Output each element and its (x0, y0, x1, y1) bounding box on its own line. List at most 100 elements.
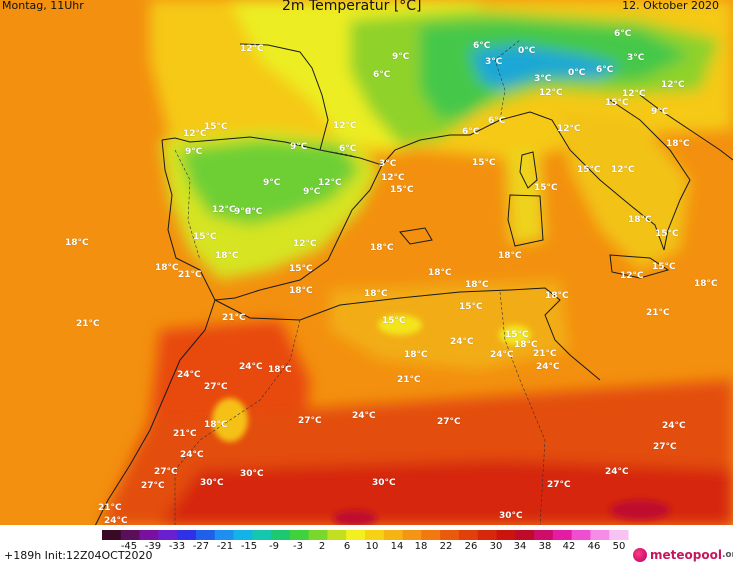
temp-label: 15°C (204, 122, 228, 132)
brand-logo[interactable]: meteopool .org (633, 546, 733, 564)
legend-swatch (402, 530, 422, 540)
temp-label: 6°C (614, 29, 632, 39)
temp-label: 18°C (65, 238, 89, 248)
temp-label: 15°C (605, 98, 629, 108)
legend-swatch (214, 530, 234, 540)
temp-label: 6°C (488, 116, 506, 126)
tunis-cool-spot (499, 325, 531, 345)
temp-label: 12°C (620, 271, 644, 281)
legend-swatch (327, 530, 347, 540)
north-africa-coast-area (330, 280, 570, 370)
temp-label: 9°C (234, 207, 252, 217)
brand-name: meteopool (650, 548, 722, 562)
temp-label: 21°C (397, 375, 421, 385)
temp-label: 21°C (178, 270, 202, 280)
legend-tick: 14 (390, 541, 404, 552)
temp-label: 18°C (628, 215, 652, 225)
temp-label: 0°C (568, 68, 586, 78)
model-run-info: +189h Init:12Z04OCT2020 (4, 549, 153, 562)
temp-label: 9°C (651, 107, 669, 117)
temp-label: 18°C (498, 251, 522, 261)
legend-swatch (477, 530, 497, 540)
legend-swatch (458, 530, 479, 540)
temp-label: 3°C (534, 74, 552, 84)
temp-label: 15°C (390, 185, 414, 195)
border-spain-france (319, 149, 383, 166)
legend-swatch (515, 530, 535, 540)
legend-tick: 30 (489, 541, 503, 552)
temp-label: 18°C (694, 279, 718, 289)
legend-tick: -3 (293, 541, 303, 552)
temp-label: 6°C (462, 127, 480, 137)
temp-label: 12°C (539, 88, 563, 98)
legend-tick: 22 (439, 541, 453, 552)
legend-tick: -21 (216, 541, 234, 552)
temp-label: 15°C (534, 183, 558, 193)
legend-tick: -9 (269, 541, 279, 552)
borders (174, 39, 546, 527)
temp-label: 21°C (173, 429, 197, 439)
temp-label: 18°C (364, 289, 388, 299)
temp-label: 3°C (627, 53, 645, 63)
coastline-sardinia (507, 194, 544, 247)
legend-tick: 6 (343, 541, 351, 552)
temp-label: 18°C (204, 420, 228, 430)
temp-label: 18°C (289, 286, 313, 296)
temp-label: 9°C (392, 52, 410, 62)
sahara-magenta-spot (333, 510, 377, 526)
temp-label: 18°C (514, 340, 538, 350)
alps-frost-area (470, 45, 620, 90)
border-france-italy (494, 39, 521, 121)
temp-label: 30°C (200, 478, 224, 488)
legend-swatch (552, 530, 573, 540)
border-morocco-algeria (174, 319, 301, 526)
legend-swatch (308, 530, 328, 540)
temp-label: 21°C (533, 349, 557, 359)
temp-label: 24°C (450, 337, 474, 347)
temp-label: 27°C (547, 480, 571, 490)
temp-label: 12°C (622, 89, 646, 99)
legend-swatch (346, 530, 366, 540)
temp-label: 9°C (245, 207, 263, 217)
temp-label: 30°C (240, 469, 264, 479)
temp-label: 15°C (655, 229, 679, 239)
legend-swatch (440, 530, 460, 540)
legend-swatch (102, 530, 122, 540)
iberia-green-area (180, 140, 360, 225)
temp-label: 27°C (141, 481, 165, 491)
temp-label: 15°C (382, 316, 406, 326)
italy-area (560, 110, 690, 270)
temp-label: 6°C (339, 144, 357, 154)
temp-label: 12°C (293, 239, 317, 249)
temp-label: 27°C (154, 467, 178, 477)
legend-swatch (195, 530, 216, 540)
temp-label: 18°C (215, 251, 239, 261)
temp-label: 18°C (404, 350, 428, 360)
temp-label: 6°C (596, 65, 614, 75)
temp-label: 30°C (372, 478, 396, 488)
legend-tick: 10 (365, 541, 379, 552)
temp-label: 12°C (661, 80, 685, 90)
temp-label: 0°C (518, 46, 536, 56)
footer: -45 -39 -33 -27 -21 -15 -9 -3 2 6 10 14 … (0, 525, 733, 566)
legend-swatch (177, 530, 197, 540)
temp-label: 12°C (381, 173, 405, 183)
legend-tick: 18 (414, 541, 428, 552)
temp-label: 24°C (180, 450, 204, 460)
legend-swatch (139, 530, 159, 540)
coastline-balearics (399, 227, 433, 245)
temp-label: 15°C (289, 264, 313, 274)
legend-swatch (271, 530, 291, 540)
coastline-italy-east (609, 99, 691, 251)
temp-label: 18°C (666, 139, 690, 149)
legend-tick: 34 (513, 541, 527, 552)
temp-label: 15°C (652, 262, 676, 272)
legend-swatch (590, 530, 610, 540)
temp-label: 12°C (557, 124, 581, 134)
temp-label: 18°C (155, 263, 179, 273)
legend-tick: 50 (612, 541, 626, 552)
legend-swatch (233, 530, 253, 540)
border-algeria-tunisia (499, 291, 546, 527)
sardinia-area (505, 150, 545, 245)
